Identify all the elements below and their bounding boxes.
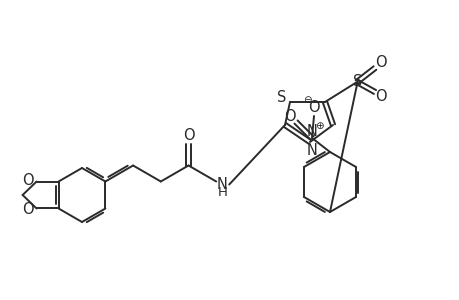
Text: S: S	[353, 74, 362, 88]
Text: O: O	[22, 202, 34, 217]
Text: O: O	[375, 88, 386, 104]
Text: O: O	[22, 173, 34, 188]
Text: O: O	[284, 109, 295, 124]
Text: O: O	[308, 100, 319, 115]
Text: S: S	[277, 89, 286, 104]
Text: N: N	[306, 142, 317, 158]
Text: O: O	[182, 128, 194, 143]
Text: O: O	[375, 55, 386, 70]
Text: H: H	[217, 186, 227, 199]
Text: N: N	[216, 177, 227, 192]
Text: ⊕: ⊕	[314, 121, 323, 131]
Text: N: N	[306, 124, 317, 139]
Text: ⊖: ⊖	[302, 95, 311, 105]
